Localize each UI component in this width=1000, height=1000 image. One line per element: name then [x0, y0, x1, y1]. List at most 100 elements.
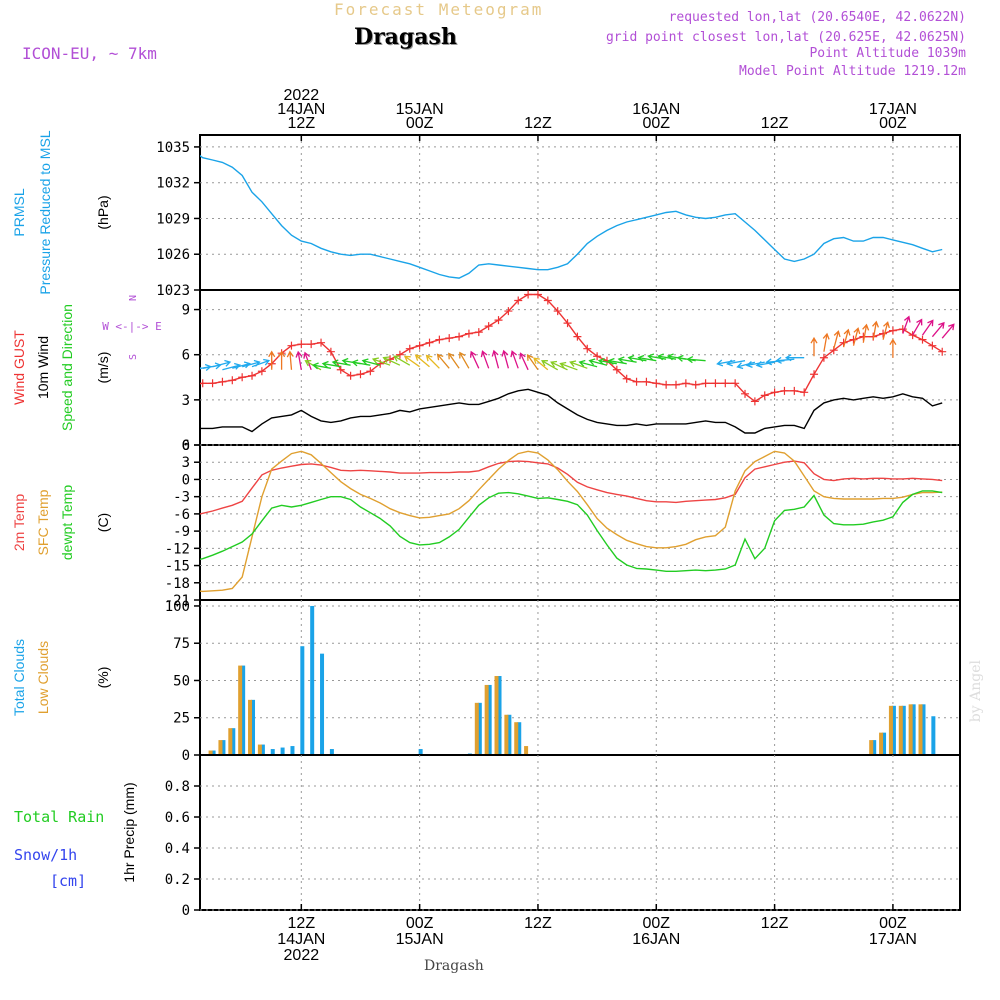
bar-total-clouds	[221, 740, 226, 754]
wind-direction-arrow	[607, 357, 627, 365]
wind-direction-arrow	[541, 360, 559, 371]
gust-marker	[395, 350, 404, 359]
series-line-sfc-temp	[200, 450, 943, 593]
wind-direction-arrow	[882, 321, 890, 340]
gust-marker	[474, 328, 483, 337]
wind-direction-arrow	[382, 356, 401, 366]
wind-direction-arrow	[331, 359, 351, 367]
top-time-label: 12Z	[524, 115, 552, 132]
wind-direction-arrow	[784, 354, 805, 362]
gust-marker	[760, 391, 769, 400]
wind-direction-arrow	[533, 357, 549, 371]
wind-direction-arrow	[480, 350, 490, 369]
ylabel-clouds: Total Clouds	[11, 639, 27, 716]
y-tick-label: 6	[182, 348, 190, 364]
precip-legend-label: Snow/1h	[14, 846, 77, 864]
gust-marker	[248, 371, 257, 380]
bottom-time-label: 16JAN	[632, 931, 680, 948]
y-tick-label: 0.4	[165, 841, 190, 857]
y-tick-label: 0.8	[165, 779, 190, 795]
gust-marker	[632, 377, 641, 386]
ylabel-wind: Speed and Direction	[59, 304, 75, 431]
ylabel-pressure: PRMSL	[11, 188, 27, 236]
gust-marker	[179, 372, 187, 380]
wind-direction-arrow	[200, 367, 202, 370]
bar-total-clouds	[280, 747, 285, 754]
panel-frame	[199, 754, 961, 911]
wind-direction-arrow	[775, 356, 795, 364]
y-tick-label: -21	[165, 593, 190, 609]
bottom-time-label: 00Z	[406, 915, 434, 932]
y-tick-label: -6	[173, 507, 190, 523]
gust-marker	[336, 365, 345, 374]
gust-marker	[938, 347, 947, 356]
ylabel-precip: 1hr Precip (mm)	[121, 782, 137, 882]
gust-marker	[366, 367, 375, 376]
y-tick-label: 9	[182, 303, 190, 319]
top-time-label: 00Z	[406, 115, 434, 132]
bottom-time-label: 14JAN	[277, 931, 325, 948]
gust-marker	[326, 347, 335, 356]
ylabel-temperature: SFC Temp	[35, 489, 51, 555]
gust-marker	[464, 329, 473, 338]
bar-low-clouds	[208, 750, 213, 754]
gust-marker	[200, 379, 207, 388]
ylabel-wind: 10m Wind	[35, 336, 51, 399]
bar-total-clouds	[251, 699, 256, 754]
bar-low-clouds	[918, 704, 923, 754]
wind-direction-arrow	[745, 361, 765, 369]
gust-marker	[317, 338, 326, 347]
bar-low-clouds	[888, 705, 893, 754]
bar-low-clouds	[504, 714, 509, 754]
bar-low-clouds	[898, 705, 903, 754]
ylabel-pressure: (hPa)	[95, 195, 111, 229]
gust-marker	[741, 389, 750, 398]
bottom-time-label: 00Z	[642, 915, 670, 932]
bottom-time-label: 17JAN	[869, 931, 917, 948]
y-tick-label: 0	[182, 438, 190, 454]
gust-marker	[750, 397, 759, 406]
gust-marker	[780, 386, 789, 395]
bottom-time-label: 15JAN	[396, 931, 444, 948]
bar-low-clouds	[879, 732, 884, 754]
gust-marker	[819, 353, 828, 362]
wind-direction-arrow	[469, 350, 480, 369]
gust-marker	[691, 380, 700, 389]
wind-direction-arrow	[212, 359, 232, 368]
top-time-label: 12Z	[288, 115, 316, 132]
plot-area-clouds	[208, 605, 936, 754]
bar-total-clouds	[310, 605, 315, 754]
wind-direction-arrow	[647, 353, 667, 361]
gust-marker	[208, 379, 217, 388]
gust-marker	[731, 379, 740, 388]
wind-direction-arrow	[232, 361, 251, 369]
credit-watermark: by Angel	[968, 660, 984, 723]
wind-direction-arrow	[286, 350, 294, 370]
wind-direction-arrow	[833, 330, 841, 349]
bar-low-clouds	[257, 744, 262, 754]
wind-direction-arrow	[902, 315, 911, 334]
wind-direction-arrow	[251, 358, 271, 368]
wind-direction-arrow	[862, 323, 870, 343]
gust-marker	[238, 373, 247, 382]
compass-rose: W <-|-> E	[102, 320, 162, 333]
gust-marker	[918, 335, 927, 344]
wind-direction-arrow	[842, 328, 851, 348]
gust-marker	[928, 341, 937, 350]
wind-direction-arrow	[425, 354, 440, 369]
chart-title: Forecast Meteogram	[334, 0, 544, 19]
wind-direction-arrow	[295, 350, 303, 370]
wind-direction-arrow	[686, 356, 706, 364]
bar-total-clouds	[329, 749, 334, 754]
wind-direction-arrow	[676, 354, 696, 362]
panel-wind: 0 3 6 9 Wind GUST 10m Wind Speed and Direction…	[11, 289, 961, 454]
y-tick-label: 6	[182, 438, 190, 454]
y-tick-label: 1023	[156, 283, 190, 299]
gust-marker	[800, 388, 809, 397]
bottom-time-label: 2022	[284, 947, 320, 964]
wind-direction-arrow	[510, 350, 519, 369]
wind-direction-arrow	[526, 353, 539, 371]
ylabel-wind: Wind GUST	[11, 330, 27, 405]
bottom-time-label: 12Z	[761, 915, 789, 932]
y-tick-label: 0	[182, 472, 190, 488]
